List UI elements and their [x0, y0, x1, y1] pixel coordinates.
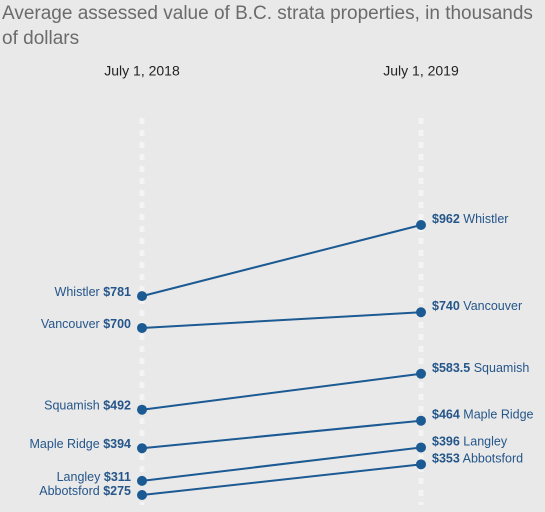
column-label: July 1, 2019: [383, 63, 459, 79]
left-label: Abbotsford $275: [39, 484, 131, 498]
series-name: Squamish: [44, 399, 100, 413]
value-label: $275: [103, 484, 131, 498]
series-name: Langley: [463, 435, 508, 449]
series-name: Whistler: [55, 285, 100, 299]
series-name: Abbotsford: [463, 452, 524, 466]
left-label: Whistler $781: [55, 285, 131, 299]
point: [137, 291, 147, 302]
right-label: $583.5 Squamish: [432, 361, 529, 375]
right-label: $353 Abbotsford: [432, 452, 523, 466]
left-label: Squamish $492: [44, 399, 131, 413]
right-label: $396 Langley: [432, 435, 508, 449]
point: [137, 404, 147, 415]
left-label: Maple Ridge $394: [30, 438, 132, 452]
point: [416, 459, 426, 470]
value-label: $492: [103, 399, 131, 413]
value-label: $700: [103, 317, 131, 331]
left-label: Vancouver $700: [41, 317, 131, 331]
slope-line: [141, 446, 422, 482]
point: [137, 475, 147, 486]
chart-title: of dollars: [2, 28, 79, 49]
point: [137, 490, 147, 500]
slope-line: [141, 419, 422, 450]
value-label: $311: [104, 470, 131, 484]
value-label: $781: [103, 285, 131, 299]
right-label: $962 Whistler: [432, 212, 508, 226]
point: [416, 415, 426, 426]
series-name: Whistler: [463, 212, 508, 226]
slope-line: [141, 311, 422, 329]
column-label: July 1, 2018: [104, 63, 180, 79]
point: [137, 443, 147, 454]
slope-line: [141, 463, 422, 496]
right-label: $740 Vancouver: [432, 300, 522, 314]
point: [416, 368, 426, 379]
point: [416, 442, 426, 453]
series-name: Abbotsford: [39, 484, 100, 498]
slope-line: [141, 224, 422, 298]
slope-line: [141, 372, 422, 411]
series-name: Maple Ridge: [463, 408, 533, 422]
value-label: $396: [432, 435, 460, 449]
left-label: Langley $311: [57, 470, 131, 484]
series-name: Vancouver: [41, 317, 100, 331]
series-name: Vancouver: [463, 300, 522, 314]
chart-title: Average assessed value of B.C. strata pr…: [2, 3, 533, 24]
value-label: $464: [432, 408, 460, 422]
point: [137, 322, 147, 333]
right-label: $464 Maple Ridge: [432, 408, 534, 422]
value-label: $583.5: [432, 361, 470, 375]
series-name: Langley: [57, 470, 102, 484]
value-label: $394: [103, 438, 131, 452]
value-label: $353: [432, 452, 460, 466]
point: [416, 307, 426, 318]
point: [416, 220, 426, 230]
value-label: $740: [432, 300, 460, 314]
value-label: $962: [432, 212, 460, 226]
series-name: Maple Ridge: [30, 438, 100, 452]
series-name: Squamish: [474, 361, 530, 375]
